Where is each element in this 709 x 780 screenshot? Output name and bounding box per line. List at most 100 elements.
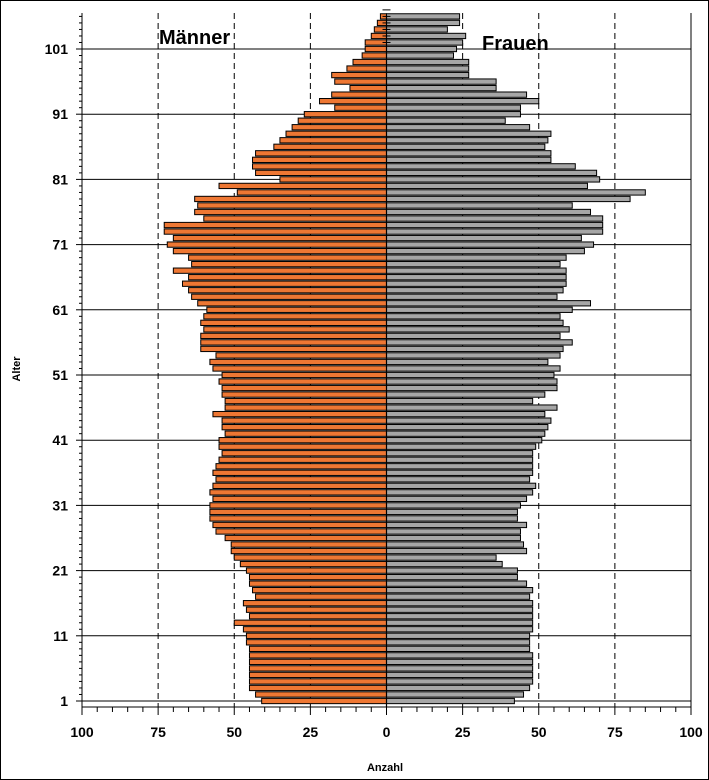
bar-frauen [386,391,546,398]
bar-frauen [386,280,567,287]
bar-maenner [248,684,387,692]
bar-frauen [386,45,458,53]
bar-maenner [221,417,387,424]
bar-maenner [245,639,387,646]
bar-frauen [386,98,540,105]
x-tick-label: 25 [455,724,471,740]
bar-maenner [218,378,387,385]
bar-frauen [386,371,555,379]
y-tick-label: 21 [52,563,68,579]
bar-frauen [386,626,534,633]
bar-maenner [215,528,387,535]
bar-frauen [386,189,646,196]
bar-maenner [248,573,387,581]
bar-maenner [172,234,387,242]
bar-maenner [334,104,387,111]
bar-maenner [364,45,387,53]
bar-maenner [224,397,387,405]
bar-maenner [194,208,387,216]
bar-maenner [218,182,387,190]
bar-maenner [203,215,387,222]
bar-maenner [255,169,387,177]
bar-frauen [386,534,521,542]
bar-frauen [386,437,543,444]
bar-maenner [248,658,387,666]
bar-maenner [230,547,387,555]
bar-frauen [386,91,528,98]
group-label-frauen: Frauen [482,33,549,55]
bar-maenner [236,189,387,196]
bar-frauen [386,476,531,483]
bar-maenner [245,632,387,639]
bar-maenner [197,300,387,307]
bar-maenner [206,306,387,313]
bar-maenner [221,391,387,398]
bar-frauen [386,482,537,489]
y-tick-label: 91 [52,106,68,122]
bar-frauen [386,19,461,27]
bar-maenner [245,567,387,574]
bar-frauen [386,117,506,124]
bar-maenner [252,587,387,594]
bar-maenner [297,117,388,124]
bar-frauen [386,384,558,392]
bar-frauen [386,58,470,66]
bar-frauen [386,671,534,679]
bar-frauen [386,241,595,248]
bar-frauen [386,495,528,503]
bar-maenner [273,143,387,150]
bar-maenner [233,554,387,561]
x-tick-label: 75 [607,724,623,740]
bar-maenner [218,437,387,444]
bar-maenner [255,691,387,698]
bar-frauen [386,287,564,294]
bar-maenner [215,476,387,483]
bar-frauen [386,665,534,672]
bar-maenner [188,274,387,281]
bar-maenner [242,600,387,607]
bar-frauen [386,111,521,118]
bar-frauen [386,137,549,144]
bar-frauen [386,547,528,555]
bar-maenner [233,619,387,626]
y-tick-label: 11 [53,628,68,644]
bar-maenner [224,534,387,542]
bar-frauen [386,169,598,177]
x-tick-label: 0 [383,724,391,740]
bar-frauen [386,39,464,46]
bar-maenner [255,593,387,600]
bar-maenner [221,424,387,431]
bar-maenner [212,521,387,529]
bar-maenner [194,195,387,203]
bar-maenner [261,697,387,705]
bar-maenner [242,626,387,633]
bar-maenner [172,247,387,255]
bar-frauen [386,567,518,574]
bar-maenner [291,124,388,131]
bar-maenner [224,404,387,411]
bar-maenner [172,267,387,274]
bar-maenner [279,137,387,144]
bar-frauen [386,573,518,581]
bar-frauen [386,156,552,163]
y-tick-label: 101 [45,41,69,57]
bar-frauen [386,326,570,333]
bar-frauen [386,234,582,242]
bar-frauen [386,508,518,516]
bar-frauen [386,632,531,639]
bar-maenner [200,332,387,340]
bar-frauen [386,332,561,340]
bar-frauen [386,274,567,281]
bar-maenner [331,71,388,79]
bar-frauen [386,645,531,652]
bar-maenner [191,261,387,268]
bar-frauen [386,378,558,385]
bar-maenner [349,84,387,92]
bar-frauen [386,424,549,431]
bar-maenner [191,293,387,300]
bar-frauen [386,254,567,261]
bar-maenner [212,469,387,476]
bar-maenner [200,339,387,346]
bar-frauen [386,397,534,405]
bar-frauen [386,515,518,522]
